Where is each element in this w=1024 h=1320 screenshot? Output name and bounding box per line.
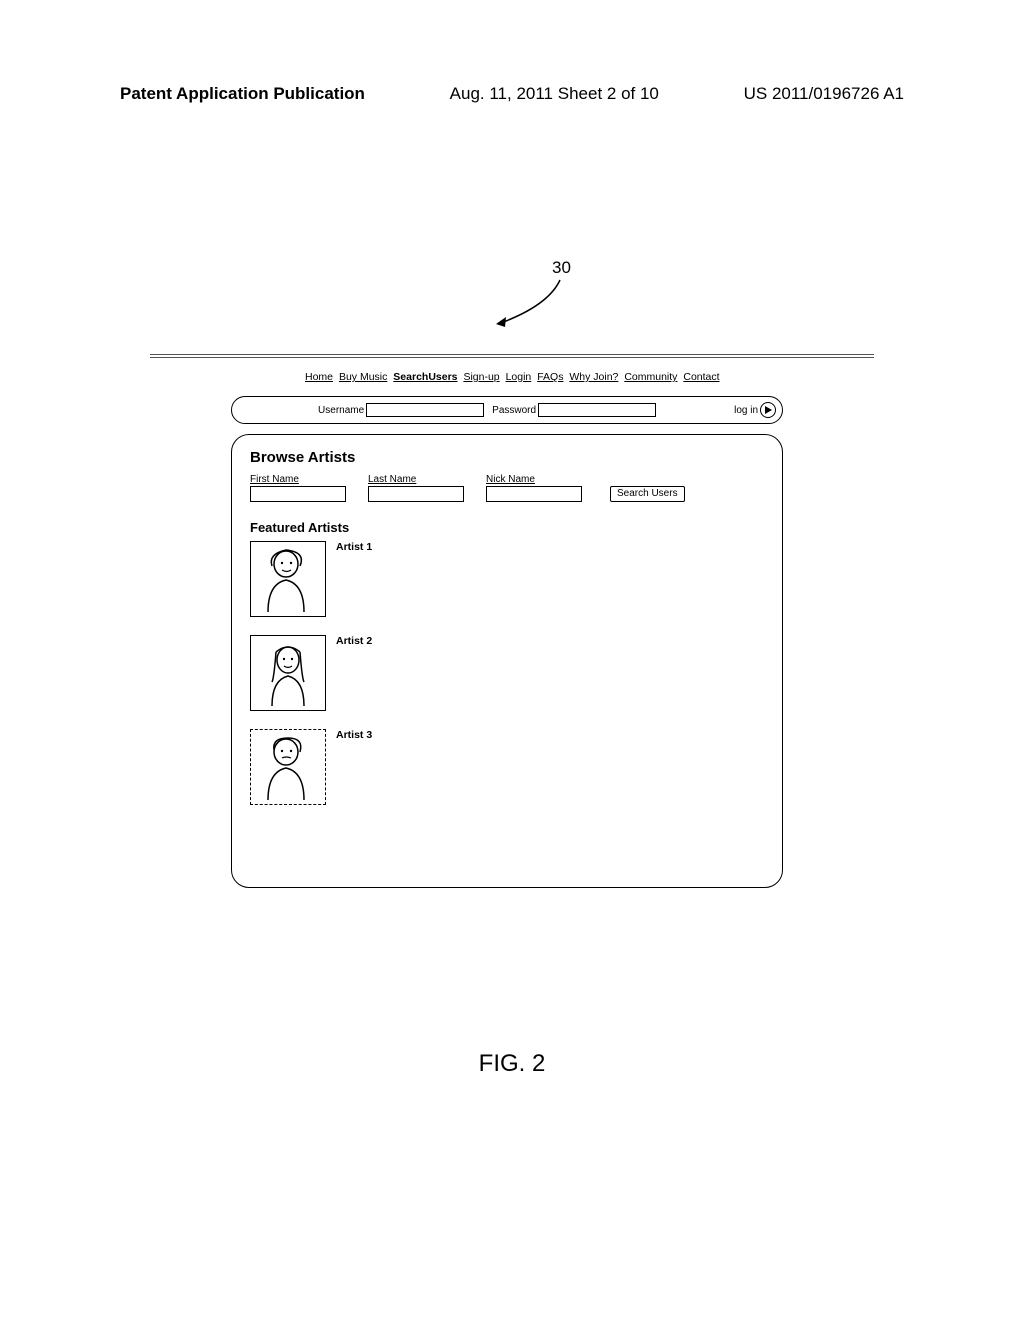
nav-sign-up[interactable]: Sign-up [463, 371, 499, 383]
search-row: First Name Last Name Nick Name Search Us… [250, 474, 764, 502]
artist-name[interactable]: Artist 3 [336, 729, 372, 741]
nav-home[interactable]: Home [305, 371, 333, 383]
artist-name[interactable]: Artist 2 [336, 635, 372, 647]
login-button-label: log in [734, 405, 758, 416]
password-label: Password [492, 405, 536, 416]
page-header: Patent Application Publication Aug. 11, … [120, 84, 904, 104]
header-center: Aug. 11, 2011 Sheet 2 of 10 [450, 84, 659, 104]
nav-why-join[interactable]: Why Join? [569, 371, 618, 383]
nav-contact[interactable]: Contact [683, 371, 719, 383]
login-bar: Username Password log in [231, 396, 783, 424]
nav-faqs[interactable]: FAQs [537, 371, 563, 383]
nick-name-input[interactable] [486, 486, 582, 502]
search-users-button[interactable]: Search Users [610, 486, 685, 502]
username-input[interactable] [366, 403, 484, 417]
first-name-label: First Name [250, 474, 346, 485]
horizontal-rule [150, 354, 874, 358]
nick-name-field-col: Nick Name [486, 474, 582, 502]
last-name-label: Last Name [368, 474, 464, 485]
nav-login[interactable]: Login [506, 371, 532, 383]
top-nav: Home Buy Music SearchUsers Sign-up Login… [305, 371, 723, 383]
featured-title: Featured Artists [250, 520, 764, 535]
first-name-field-col: First Name [250, 474, 346, 502]
browse-panel: Browse Artists First Name Last Name Nick… [231, 434, 783, 888]
nav-search-users[interactable]: SearchUsers [393, 371, 457, 383]
last-name-field-col: Last Name [368, 474, 464, 502]
password-input[interactable] [538, 403, 656, 417]
avatar-icon [258, 638, 318, 708]
username-label: Username [318, 405, 364, 416]
artist-card: Artist 3 [250, 729, 764, 805]
artist-card: Artist 1 [250, 541, 764, 617]
artist-avatar [250, 541, 326, 617]
header-right: US 2011/0196726 A1 [744, 84, 904, 104]
artist-name[interactable]: Artist 1 [336, 541, 372, 553]
nick-name-label: Nick Name [486, 474, 582, 485]
header-left: Patent Application Publication [120, 84, 365, 104]
nav-buy-music[interactable]: Buy Music [339, 371, 387, 383]
last-name-input[interactable] [368, 486, 464, 502]
nav-community[interactable]: Community [624, 371, 677, 383]
avatar-icon [258, 732, 318, 802]
browse-title: Browse Artists [250, 449, 764, 466]
reference-lead-line [490, 274, 570, 334]
first-name-input[interactable] [250, 486, 346, 502]
artist-avatar [250, 729, 326, 805]
artist-card: Artist 2 [250, 635, 764, 711]
login-button[interactable] [760, 402, 776, 418]
avatar-icon [258, 544, 318, 614]
play-icon [764, 406, 772, 414]
artist-avatar [250, 635, 326, 711]
figure-caption: FIG. 2 [0, 1050, 1024, 1078]
